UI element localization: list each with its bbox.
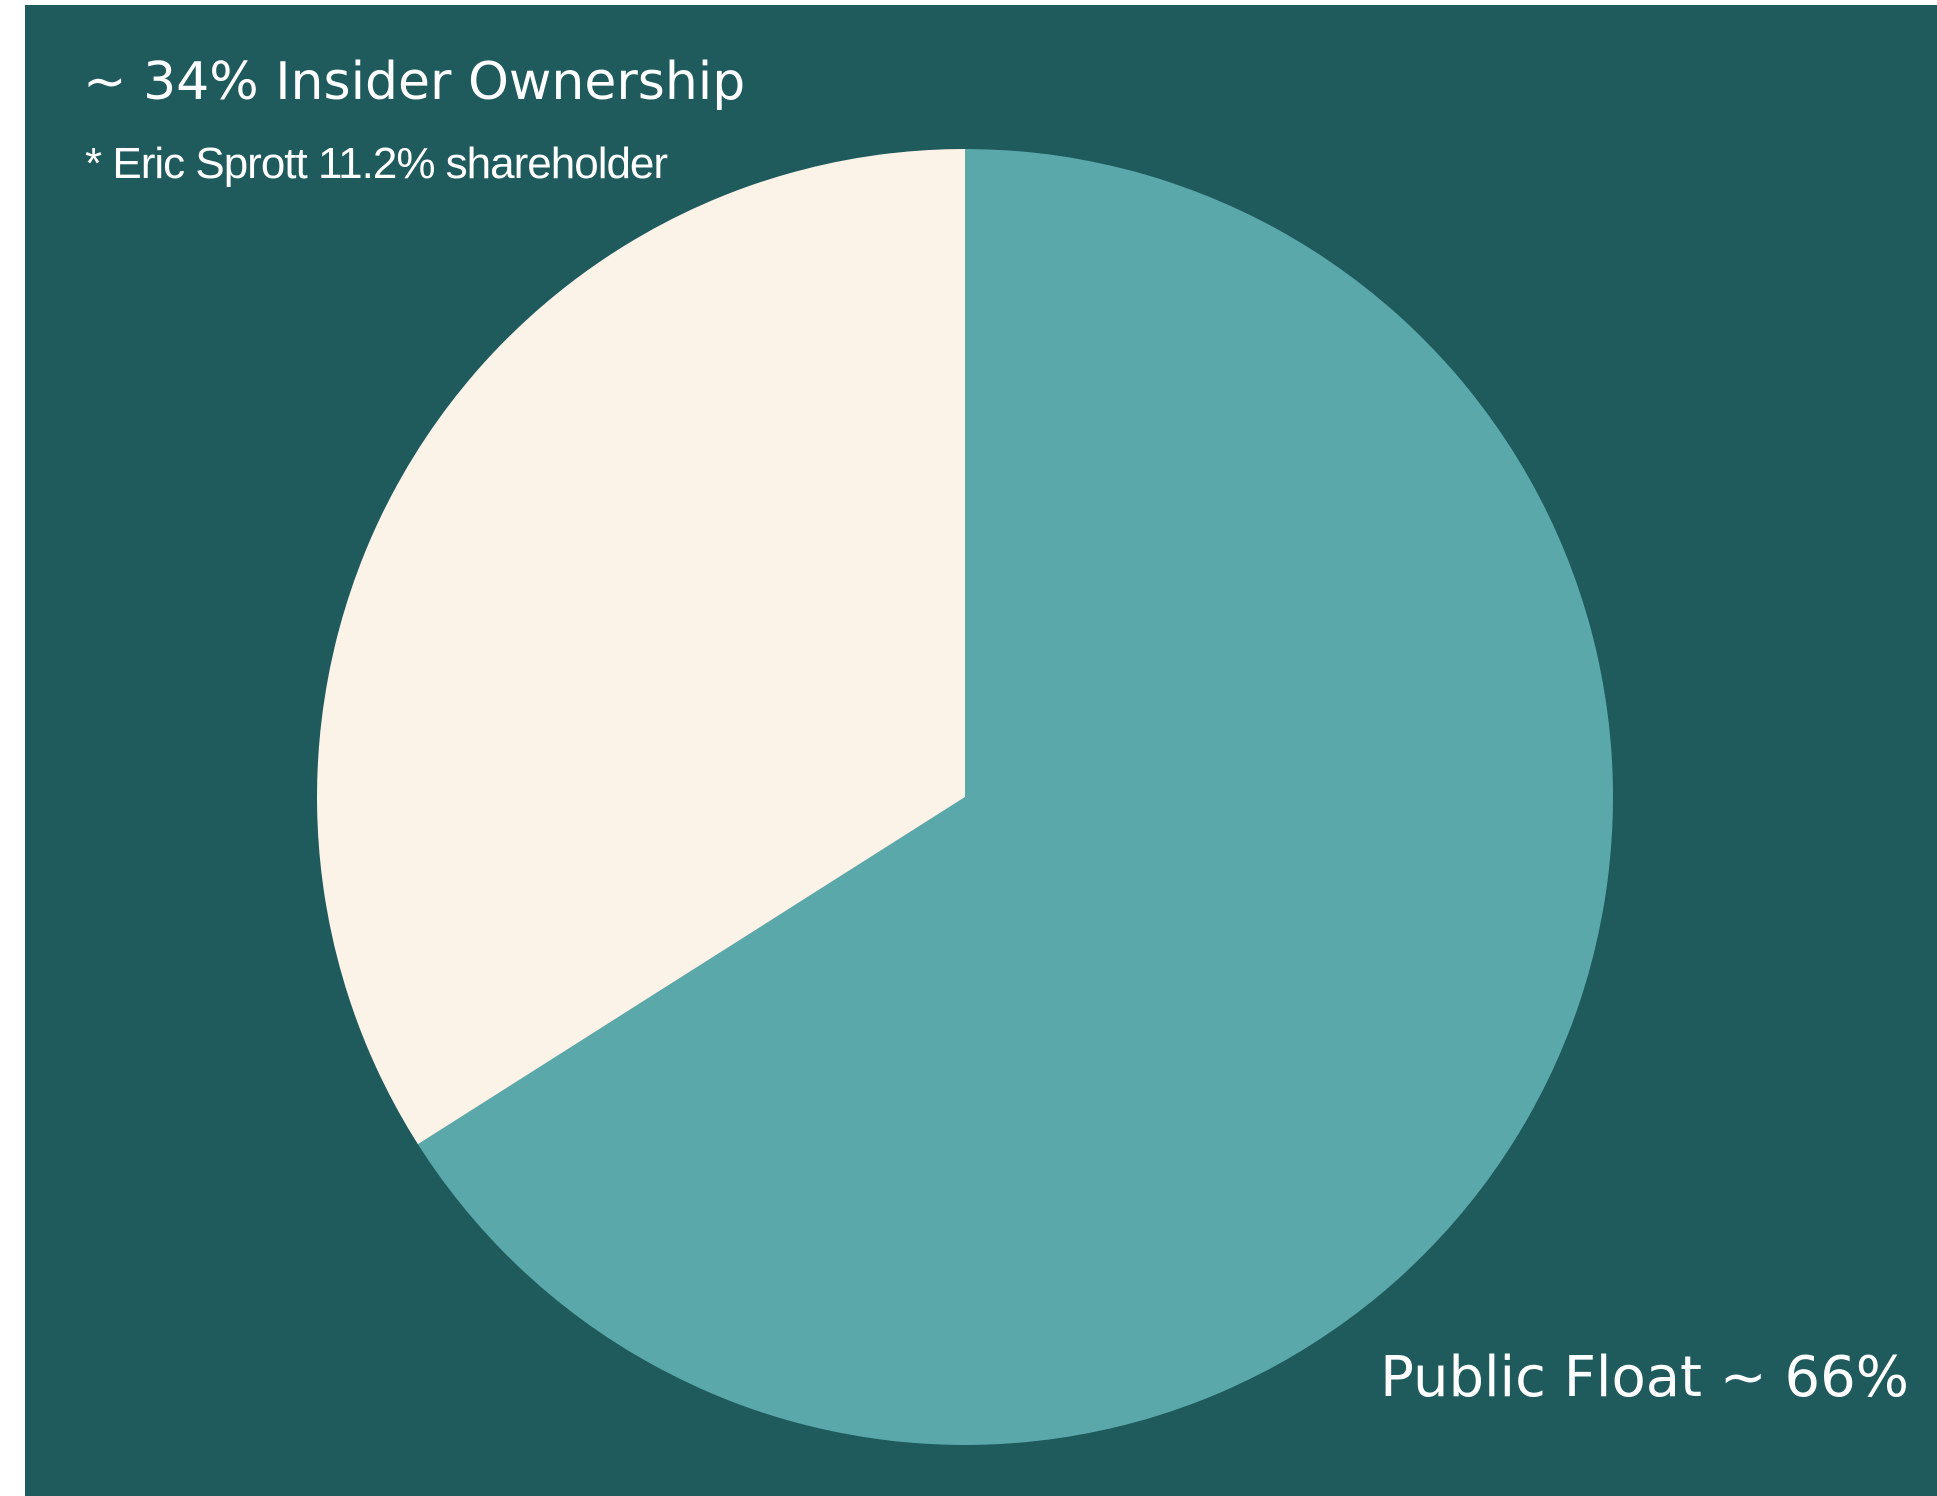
public-float-label: Public Float ~ 66%	[1380, 1345, 1909, 1410]
pie-chart	[316, 149, 1613, 1445]
insider-ownership-label: ~ 34% Insider Ownership	[83, 52, 746, 112]
chart-panel: ~ 34% Insider Ownership * Eric Sprott 11…	[25, 5, 1937, 1496]
pie-slice-insider	[316, 149, 965, 1145]
insider-note-label: * Eric Sprott 11.2% shareholder	[85, 139, 668, 188]
pie-slice-public-float	[417, 149, 1613, 1445]
